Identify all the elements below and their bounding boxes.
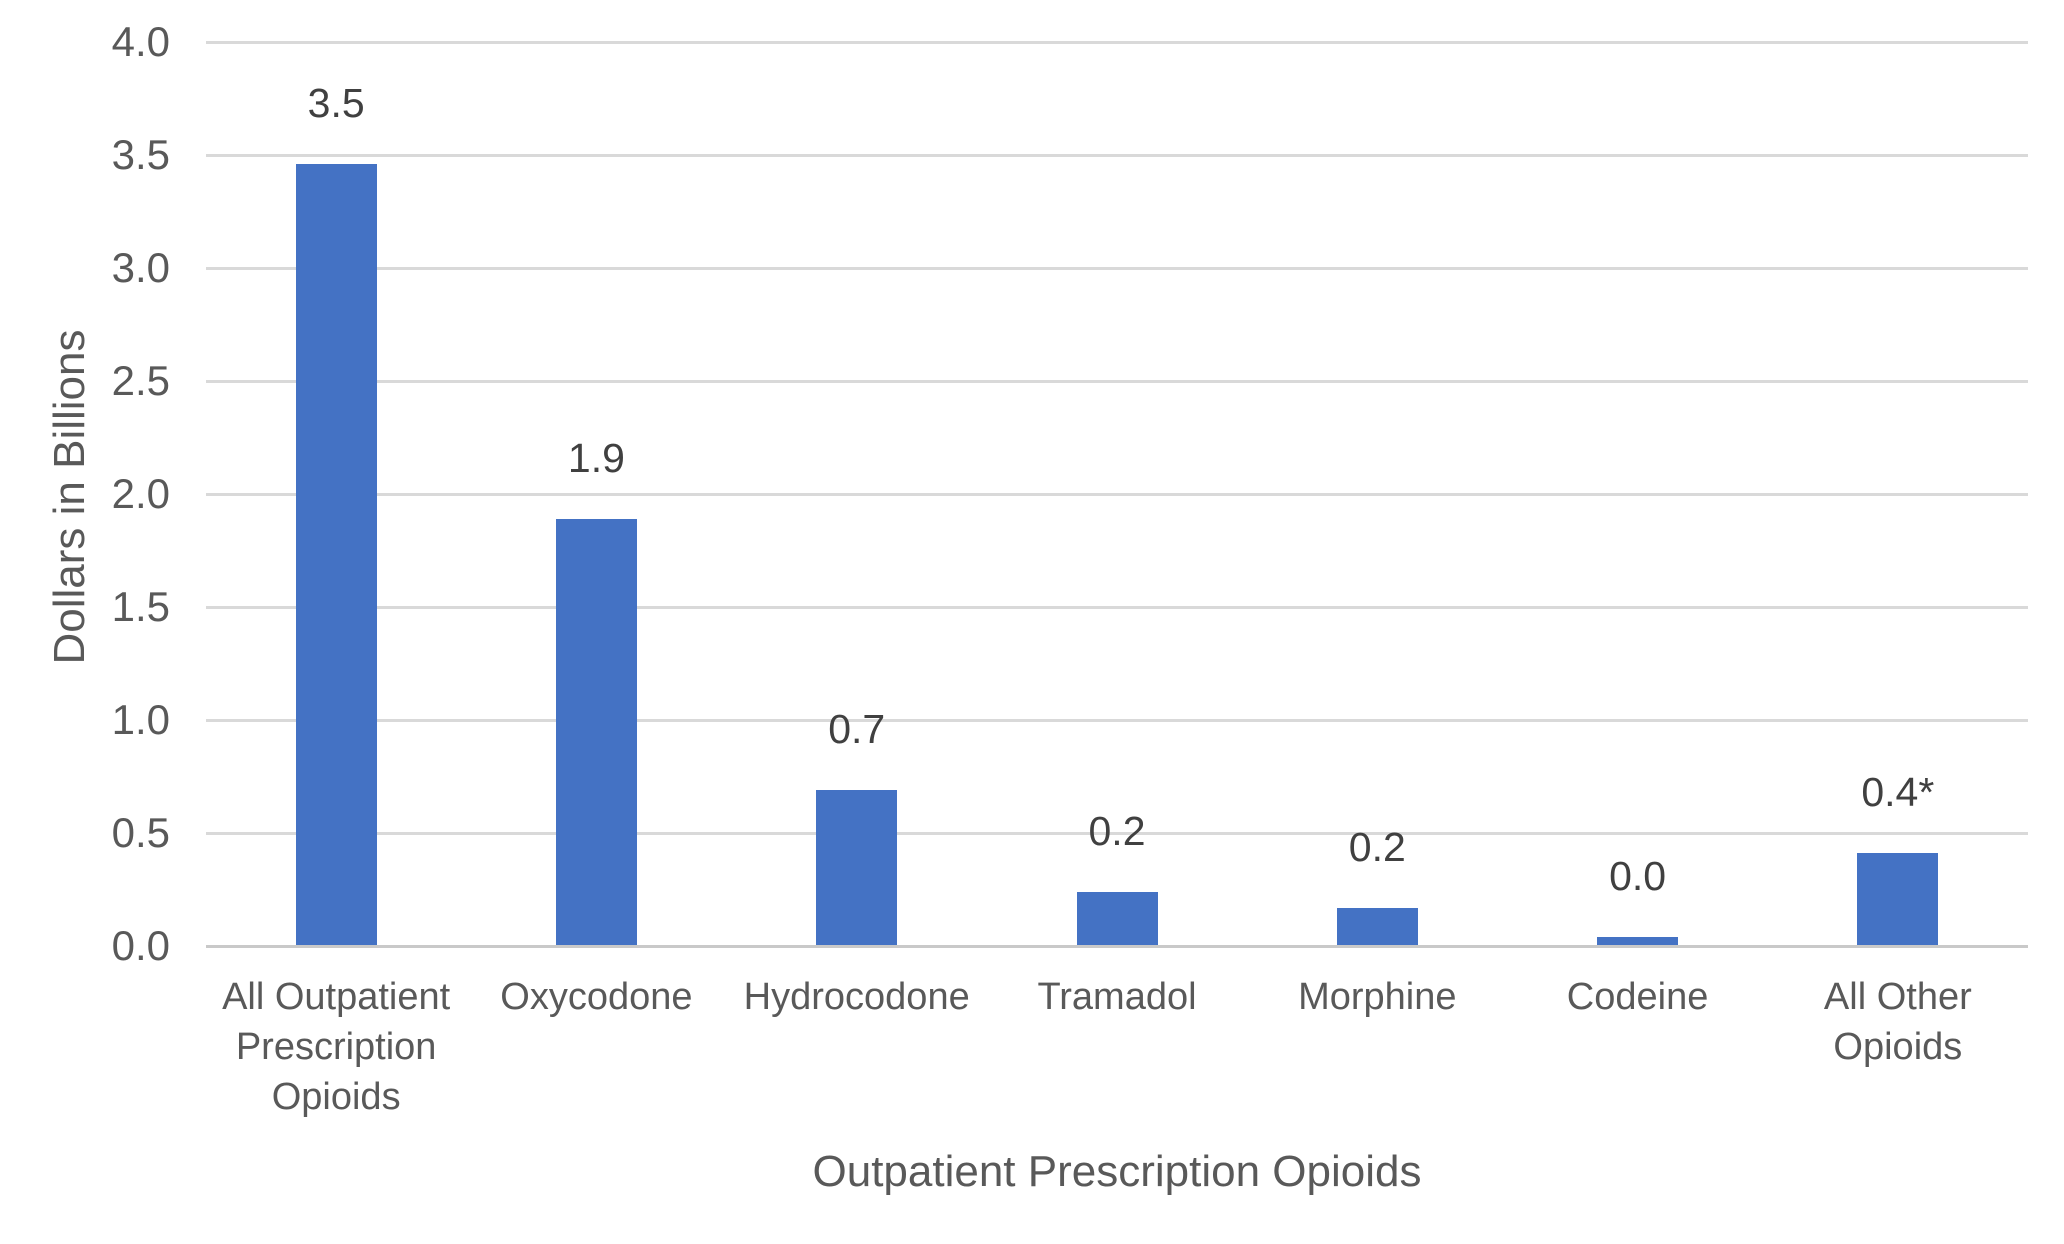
category-label: Tramadol (1037, 976, 1197, 1018)
category-label: Codeine (1566, 976, 1709, 1018)
bar-value-label: 1.9 (567, 434, 625, 481)
bar-value-label: 0.2 (1088, 807, 1146, 854)
y-tick-label: 2.0 (111, 470, 170, 517)
category-label: Hydrocodone (743, 976, 970, 1018)
gridline (206, 718, 2028, 722)
x-axis-title: Outpatient Prescription Opioids (812, 1147, 1422, 1196)
gridline (206, 153, 2028, 157)
bar (1857, 853, 1939, 945)
gridline (206, 40, 2028, 44)
y-tick-label: 0.0 (111, 922, 170, 969)
bar-value-label: 0.4* (1861, 769, 1935, 816)
y-tick-label: 4.0 (111, 18, 170, 65)
y-tick-label: 1.5 (111, 583, 170, 630)
bar-value-label: 0.7 (828, 706, 886, 753)
bar (1076, 891, 1158, 945)
gridline (206, 379, 2028, 383)
y-tick-label: 3.5 (111, 131, 170, 178)
gridline (206, 492, 2028, 496)
gridline (206, 831, 2028, 835)
bar-value-label: 0.2 (1348, 823, 1406, 870)
category-label: All Other Opioids (1823, 976, 1972, 1068)
category-label: All Outpatient Prescription Opioids (222, 976, 451, 1118)
y-tick-label: 0.5 (111, 809, 170, 856)
category-label: Morphine (1298, 976, 1457, 1018)
bar (295, 164, 377, 945)
y-tick-label: 3.0 (111, 244, 170, 291)
x-axis-line (206, 944, 2028, 948)
bar (816, 790, 898, 945)
bar-value-label: 3.5 (307, 80, 365, 127)
gridline (206, 605, 2028, 609)
gridline (206, 266, 2028, 270)
bar (1597, 936, 1679, 945)
y-tick-label: 2.5 (111, 357, 170, 404)
bar (555, 518, 637, 945)
bar-value-label: 0.0 (1609, 852, 1667, 899)
category-label: Oxycodone (500, 976, 693, 1018)
y-tick-label: 1.0 (111, 696, 170, 743)
bar (1336, 907, 1418, 945)
